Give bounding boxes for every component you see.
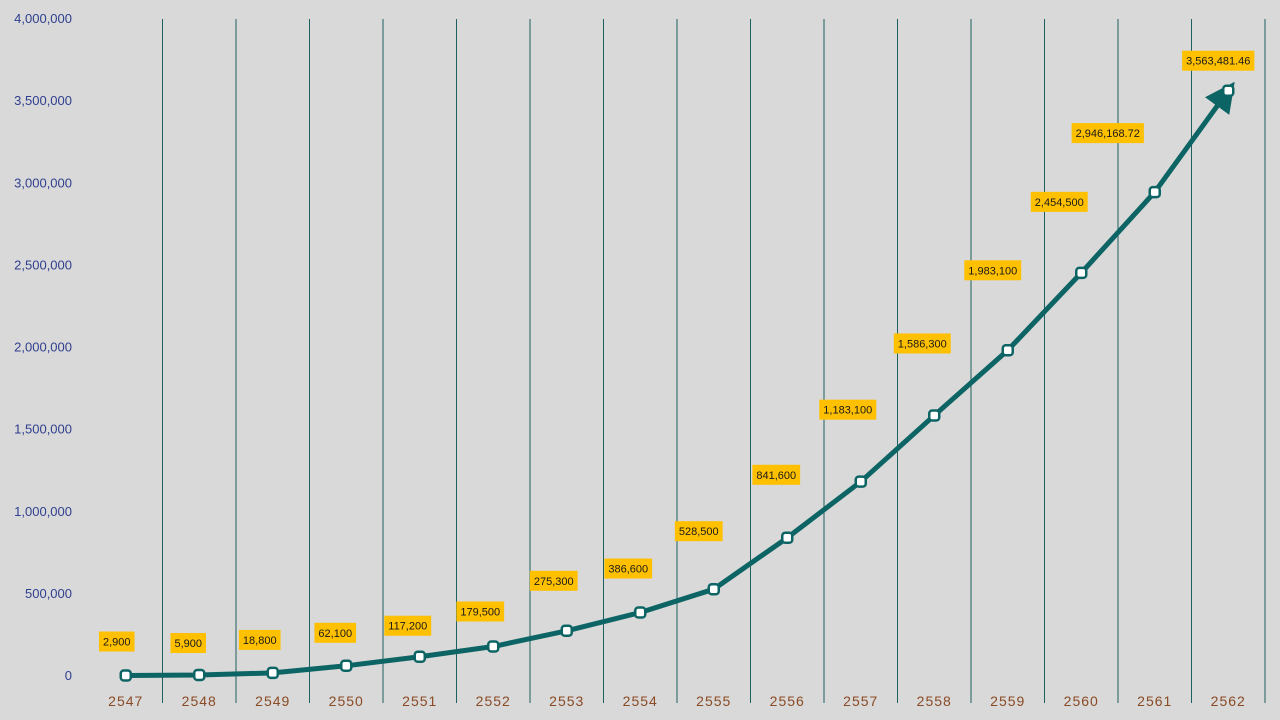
y-tick-label: 2,500,000 bbox=[14, 257, 72, 272]
x-tick-label: 2549 bbox=[255, 693, 290, 709]
x-tick-label: 2561 bbox=[1137, 693, 1172, 709]
data-labels: 2,900 5,900 18,800 62,100 117,200 179,500 275,… bbox=[98, 50, 1255, 654]
data-point-marker bbox=[487, 640, 500, 653]
x-tick-label: 2554 bbox=[623, 693, 658, 709]
x-tick-label: 2560 bbox=[1064, 693, 1099, 709]
data-point-marker bbox=[340, 659, 353, 673]
data-label: 275,300 bbox=[529, 570, 578, 591]
data-label-text: 2,454,500 bbox=[1035, 197, 1084, 209]
data-label: 117,200 bbox=[384, 615, 432, 636]
data-point-marker bbox=[1148, 185, 1161, 199]
x-tick-label: 2547 bbox=[108, 693, 143, 709]
data-point-marker bbox=[266, 666, 279, 680]
x-axis: 2547 2548 2549 2550 2551 2552 2553 2554 2555 2556… bbox=[108, 693, 1246, 709]
data-label-text: 18,800 bbox=[243, 635, 277, 647]
x-tick-label: 2556 bbox=[770, 693, 805, 709]
data-label: 3,563,481.46 bbox=[1182, 50, 1255, 71]
data-point-marker bbox=[928, 409, 941, 422]
data-label: 1,183,100 bbox=[819, 399, 877, 420]
data-label-text: 275,300 bbox=[534, 576, 574, 588]
data-label-box bbox=[1071, 123, 1144, 144]
data-label-text: 62,100 bbox=[318, 628, 352, 640]
y-tick-label: 2,000,000 bbox=[14, 340, 72, 355]
x-tick-label: 2552 bbox=[476, 693, 511, 709]
data-label-box bbox=[674, 521, 723, 542]
data-label: 62,100 bbox=[314, 622, 357, 643]
data-label-box bbox=[964, 260, 1022, 281]
data-label-box bbox=[893, 333, 951, 354]
data-point-marker bbox=[560, 624, 573, 638]
data-label-text: 528,500 bbox=[679, 526, 719, 538]
series-line bbox=[123, 81, 1235, 679]
data-point-marker bbox=[854, 475, 867, 488]
data-label-text: 841,600 bbox=[756, 470, 796, 482]
data-label-box bbox=[1182, 50, 1255, 71]
gridlines bbox=[162, 19, 1266, 703]
data-point-marker bbox=[634, 606, 647, 619]
data-label-box bbox=[752, 464, 801, 485]
data-label-box bbox=[384, 615, 432, 636]
series-line-group bbox=[123, 81, 1235, 679]
data-label: 5,900 bbox=[170, 633, 207, 654]
data-label-box bbox=[170, 633, 207, 654]
y-tick-label: 3,500,000 bbox=[14, 93, 72, 108]
y-tick-label: 0 bbox=[65, 668, 72, 683]
data-label-box bbox=[98, 631, 135, 652]
x-tick-label: 2562 bbox=[1211, 693, 1246, 709]
data-label-box bbox=[604, 558, 653, 579]
y-tick-label: 4,000,000 bbox=[14, 11, 72, 26]
data-label-text: 2,900 bbox=[103, 637, 131, 649]
data-label: 841,600 bbox=[752, 464, 801, 485]
data-label-box bbox=[529, 570, 578, 591]
data-label-text: 1,983,100 bbox=[968, 265, 1017, 277]
data-label-text: 5,900 bbox=[174, 638, 202, 650]
data-label-text: 1,183,100 bbox=[823, 405, 872, 417]
data-label: 2,900 bbox=[98, 631, 135, 652]
data-point-marker bbox=[193, 668, 206, 682]
x-tick-label: 2553 bbox=[549, 693, 584, 709]
x-tick-label: 2557 bbox=[843, 693, 878, 709]
x-tick-label: 2550 bbox=[329, 693, 364, 709]
data-label: 18,800 bbox=[238, 629, 281, 650]
data-label-text: 3,563,481.46 bbox=[1186, 56, 1250, 68]
y-tick-label: 1,500,000 bbox=[14, 422, 72, 437]
x-tick-label: 2559 bbox=[990, 693, 1025, 709]
data-label: 528,500 bbox=[674, 521, 723, 542]
data-point-marker bbox=[1001, 344, 1014, 357]
y-axis: 0 500,000 1,000,000 1,500,000 2,000,000 2,500… bbox=[14, 11, 72, 683]
data-label-text: 386,600 bbox=[608, 564, 648, 576]
data-label-box bbox=[456, 601, 505, 622]
y-tick-label: 3,000,000 bbox=[14, 175, 72, 190]
data-label: 2,946,168.72 bbox=[1071, 123, 1144, 144]
data-label: 1,983,100 bbox=[964, 260, 1022, 281]
data-label-text: 2,946,168.72 bbox=[1076, 128, 1140, 140]
data-label: 386,600 bbox=[604, 558, 653, 579]
data-point-marker bbox=[1075, 266, 1088, 280]
data-label: 1,586,300 bbox=[893, 333, 951, 354]
data-label-box bbox=[238, 629, 281, 650]
data-point-marker bbox=[707, 582, 720, 596]
x-tick-label: 2555 bbox=[696, 693, 731, 709]
data-label: 179,500 bbox=[456, 601, 505, 622]
x-tick-label: 2548 bbox=[182, 693, 217, 709]
y-tick-label: 500,000 bbox=[25, 586, 72, 601]
data-label-text: 1,586,300 bbox=[898, 338, 947, 350]
data-label-box bbox=[1030, 191, 1088, 212]
data-point-marker bbox=[1222, 84, 1235, 97]
data-label-box bbox=[819, 399, 877, 420]
x-tick-label: 2558 bbox=[917, 693, 952, 709]
y-tick-label: 1,000,000 bbox=[14, 504, 72, 519]
data-label-box bbox=[314, 622, 357, 643]
x-tick-label: 2551 bbox=[402, 693, 437, 709]
data-label-text: 179,500 bbox=[460, 607, 500, 619]
data-label-text: 117,200 bbox=[388, 621, 427, 633]
data-point-marker bbox=[119, 669, 132, 682]
data-point-marker bbox=[413, 650, 426, 663]
data-label: 2,454,500 bbox=[1030, 191, 1088, 212]
data-point-marker bbox=[781, 531, 794, 545]
data-points bbox=[119, 84, 1235, 682]
